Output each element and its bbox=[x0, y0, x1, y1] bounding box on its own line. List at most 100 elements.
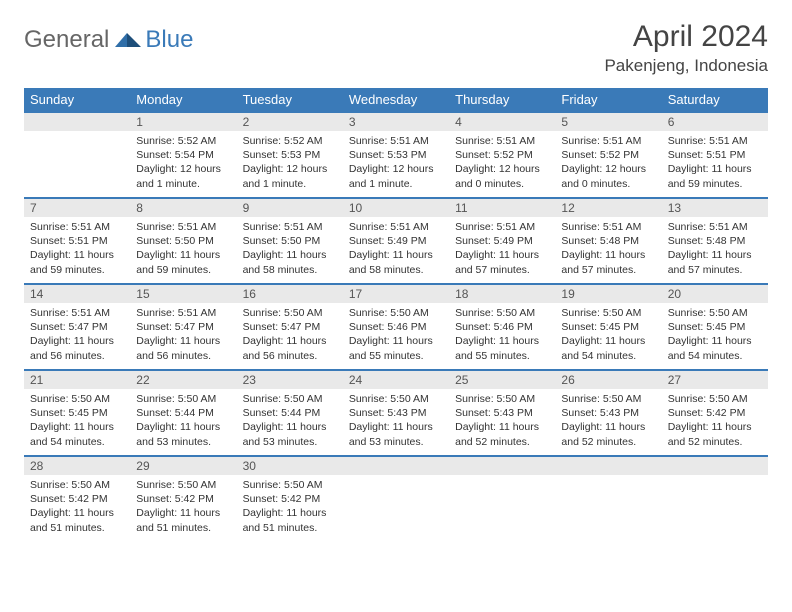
day-detail-line: Sunset: 5:49 PM bbox=[455, 234, 549, 248]
day-detail-line: Daylight: 11 hours bbox=[668, 334, 762, 348]
day-detail-line: Daylight: 11 hours bbox=[136, 506, 230, 520]
day-detail-line: Sunset: 5:53 PM bbox=[349, 148, 443, 162]
day-number: 22 bbox=[130, 371, 236, 389]
calendar-cell bbox=[555, 456, 661, 542]
calendar-cell: 18Sunrise: 5:50 AMSunset: 5:46 PMDayligh… bbox=[449, 284, 555, 370]
day-detail-line: and 1 minute. bbox=[243, 177, 337, 191]
day-details: Sunrise: 5:51 AMSunset: 5:49 PMDaylight:… bbox=[449, 217, 555, 281]
day-details: Sunrise: 5:50 AMSunset: 5:42 PMDaylight:… bbox=[662, 389, 768, 453]
day-detail-line: Daylight: 12 hours bbox=[136, 162, 230, 176]
calendar-cell: 23Sunrise: 5:50 AMSunset: 5:44 PMDayligh… bbox=[237, 370, 343, 456]
day-detail-line: Daylight: 11 hours bbox=[455, 420, 549, 434]
day-number: 29 bbox=[130, 457, 236, 475]
day-detail-line: Daylight: 11 hours bbox=[349, 334, 443, 348]
calendar-row: 21Sunrise: 5:50 AMSunset: 5:45 PMDayligh… bbox=[24, 370, 768, 456]
day-detail-line: Daylight: 11 hours bbox=[30, 420, 124, 434]
calendar-cell: 15Sunrise: 5:51 AMSunset: 5:47 PMDayligh… bbox=[130, 284, 236, 370]
day-detail-line: and 59 minutes. bbox=[668, 177, 762, 191]
day-details: Sunrise: 5:51 AMSunset: 5:52 PMDaylight:… bbox=[449, 131, 555, 195]
day-detail-line: Sunrise: 5:51 AM bbox=[561, 220, 655, 234]
day-detail-line: Sunrise: 5:51 AM bbox=[30, 220, 124, 234]
day-details: Sunrise: 5:50 AMSunset: 5:42 PMDaylight:… bbox=[24, 475, 130, 539]
day-number: 27 bbox=[662, 371, 768, 389]
day-detail-line: and 53 minutes. bbox=[243, 435, 337, 449]
day-detail-line: Sunset: 5:43 PM bbox=[455, 406, 549, 420]
day-details: Sunrise: 5:52 AMSunset: 5:53 PMDaylight:… bbox=[237, 131, 343, 195]
day-detail-line: Sunset: 5:42 PM bbox=[668, 406, 762, 420]
day-detail-line: Sunrise: 5:52 AM bbox=[243, 134, 337, 148]
day-number: 4 bbox=[449, 113, 555, 131]
weekday-header-row: Sunday Monday Tuesday Wednesday Thursday… bbox=[24, 88, 768, 112]
day-detail-line: and 0 minutes. bbox=[561, 177, 655, 191]
day-number: 21 bbox=[24, 371, 130, 389]
day-detail-line: Sunrise: 5:50 AM bbox=[30, 478, 124, 492]
day-details: Sunrise: 5:51 AMSunset: 5:47 PMDaylight:… bbox=[24, 303, 130, 367]
day-details: Sunrise: 5:51 AMSunset: 5:52 PMDaylight:… bbox=[555, 131, 661, 195]
calendar-cell bbox=[343, 456, 449, 542]
day-detail-line: Sunrise: 5:50 AM bbox=[455, 392, 549, 406]
day-number: 1 bbox=[130, 113, 236, 131]
calendar-cell: 3Sunrise: 5:51 AMSunset: 5:53 PMDaylight… bbox=[343, 112, 449, 198]
day-detail-line: Sunrise: 5:51 AM bbox=[455, 134, 549, 148]
day-detail-line: and 52 minutes. bbox=[455, 435, 549, 449]
location-label: Pakenjeng, Indonesia bbox=[604, 56, 768, 76]
brand-logo: General Blue bbox=[24, 26, 193, 54]
calendar-cell: 10Sunrise: 5:51 AMSunset: 5:49 PMDayligh… bbox=[343, 198, 449, 284]
day-detail-line: and 1 minute. bbox=[136, 177, 230, 191]
day-detail-line: Sunrise: 5:51 AM bbox=[561, 134, 655, 148]
day-number: 14 bbox=[24, 285, 130, 303]
calendar-cell: 14Sunrise: 5:51 AMSunset: 5:47 PMDayligh… bbox=[24, 284, 130, 370]
day-detail-line: Sunset: 5:54 PM bbox=[136, 148, 230, 162]
weekday-header: Wednesday bbox=[343, 88, 449, 112]
page-header: General Blue April 2024 Pakenjeng, Indon… bbox=[24, 20, 768, 76]
day-detail-line: Daylight: 11 hours bbox=[349, 420, 443, 434]
day-detail-line: and 55 minutes. bbox=[455, 349, 549, 363]
day-detail-line: Sunset: 5:44 PM bbox=[243, 406, 337, 420]
day-detail-line: Daylight: 11 hours bbox=[561, 420, 655, 434]
day-number: 8 bbox=[130, 199, 236, 217]
day-detail-line: Sunset: 5:46 PM bbox=[455, 320, 549, 334]
day-detail-line: and 54 minutes. bbox=[668, 349, 762, 363]
day-detail-line: Sunset: 5:49 PM bbox=[349, 234, 443, 248]
day-detail-line: Daylight: 11 hours bbox=[30, 248, 124, 262]
day-detail-line: and 58 minutes. bbox=[243, 263, 337, 277]
day-detail-line: Sunset: 5:47 PM bbox=[243, 320, 337, 334]
calendar-cell: 26Sunrise: 5:50 AMSunset: 5:43 PMDayligh… bbox=[555, 370, 661, 456]
calendar-cell: 19Sunrise: 5:50 AMSunset: 5:45 PMDayligh… bbox=[555, 284, 661, 370]
day-detail-line: Daylight: 11 hours bbox=[30, 334, 124, 348]
day-detail-line: Sunset: 5:50 PM bbox=[136, 234, 230, 248]
calendar-cell bbox=[24, 112, 130, 198]
day-detail-line: Daylight: 11 hours bbox=[243, 334, 337, 348]
day-details: Sunrise: 5:51 AMSunset: 5:49 PMDaylight:… bbox=[343, 217, 449, 281]
day-detail-line: Sunrise: 5:50 AM bbox=[30, 392, 124, 406]
day-number bbox=[343, 457, 449, 475]
weekday-header: Monday bbox=[130, 88, 236, 112]
day-detail-line: Sunrise: 5:50 AM bbox=[136, 392, 230, 406]
day-details: Sunrise: 5:50 AMSunset: 5:47 PMDaylight:… bbox=[237, 303, 343, 367]
day-detail-line: and 56 minutes. bbox=[243, 349, 337, 363]
day-detail-line: Daylight: 11 hours bbox=[668, 420, 762, 434]
day-detail-line: Sunrise: 5:50 AM bbox=[349, 392, 443, 406]
day-detail-line: Sunset: 5:46 PM bbox=[349, 320, 443, 334]
calendar-cell: 16Sunrise: 5:50 AMSunset: 5:47 PMDayligh… bbox=[237, 284, 343, 370]
day-number: 25 bbox=[449, 371, 555, 389]
calendar-cell: 11Sunrise: 5:51 AMSunset: 5:49 PMDayligh… bbox=[449, 198, 555, 284]
day-number: 2 bbox=[237, 113, 343, 131]
day-details: Sunrise: 5:51 AMSunset: 5:50 PMDaylight:… bbox=[130, 217, 236, 281]
calendar-cell: 30Sunrise: 5:50 AMSunset: 5:42 PMDayligh… bbox=[237, 456, 343, 542]
day-detail-line: and 0 minutes. bbox=[455, 177, 549, 191]
day-detail-line: Daylight: 11 hours bbox=[243, 506, 337, 520]
day-details: Sunrise: 5:51 AMSunset: 5:47 PMDaylight:… bbox=[130, 303, 236, 367]
day-number: 18 bbox=[449, 285, 555, 303]
day-detail-line: and 58 minutes. bbox=[349, 263, 443, 277]
day-details: Sunrise: 5:50 AMSunset: 5:43 PMDaylight:… bbox=[555, 389, 661, 453]
calendar-cell: 17Sunrise: 5:50 AMSunset: 5:46 PMDayligh… bbox=[343, 284, 449, 370]
calendar-cell: 1Sunrise: 5:52 AMSunset: 5:54 PMDaylight… bbox=[130, 112, 236, 198]
day-detail-line: Sunset: 5:42 PM bbox=[243, 492, 337, 506]
day-detail-line: Daylight: 11 hours bbox=[243, 420, 337, 434]
calendar-row: 1 Sunrise: 5:52 AM Sunset: 5:54 PMDaylight… bbox=[24, 112, 768, 198]
calendar-cell: 28Sunrise: 5:50 AMSunset: 5:42 PMDayligh… bbox=[24, 456, 130, 542]
day-detail-line: Daylight: 11 hours bbox=[136, 420, 230, 434]
day-number: 28 bbox=[24, 457, 130, 475]
day-detail-line: Sunset: 5:43 PM bbox=[561, 406, 655, 420]
